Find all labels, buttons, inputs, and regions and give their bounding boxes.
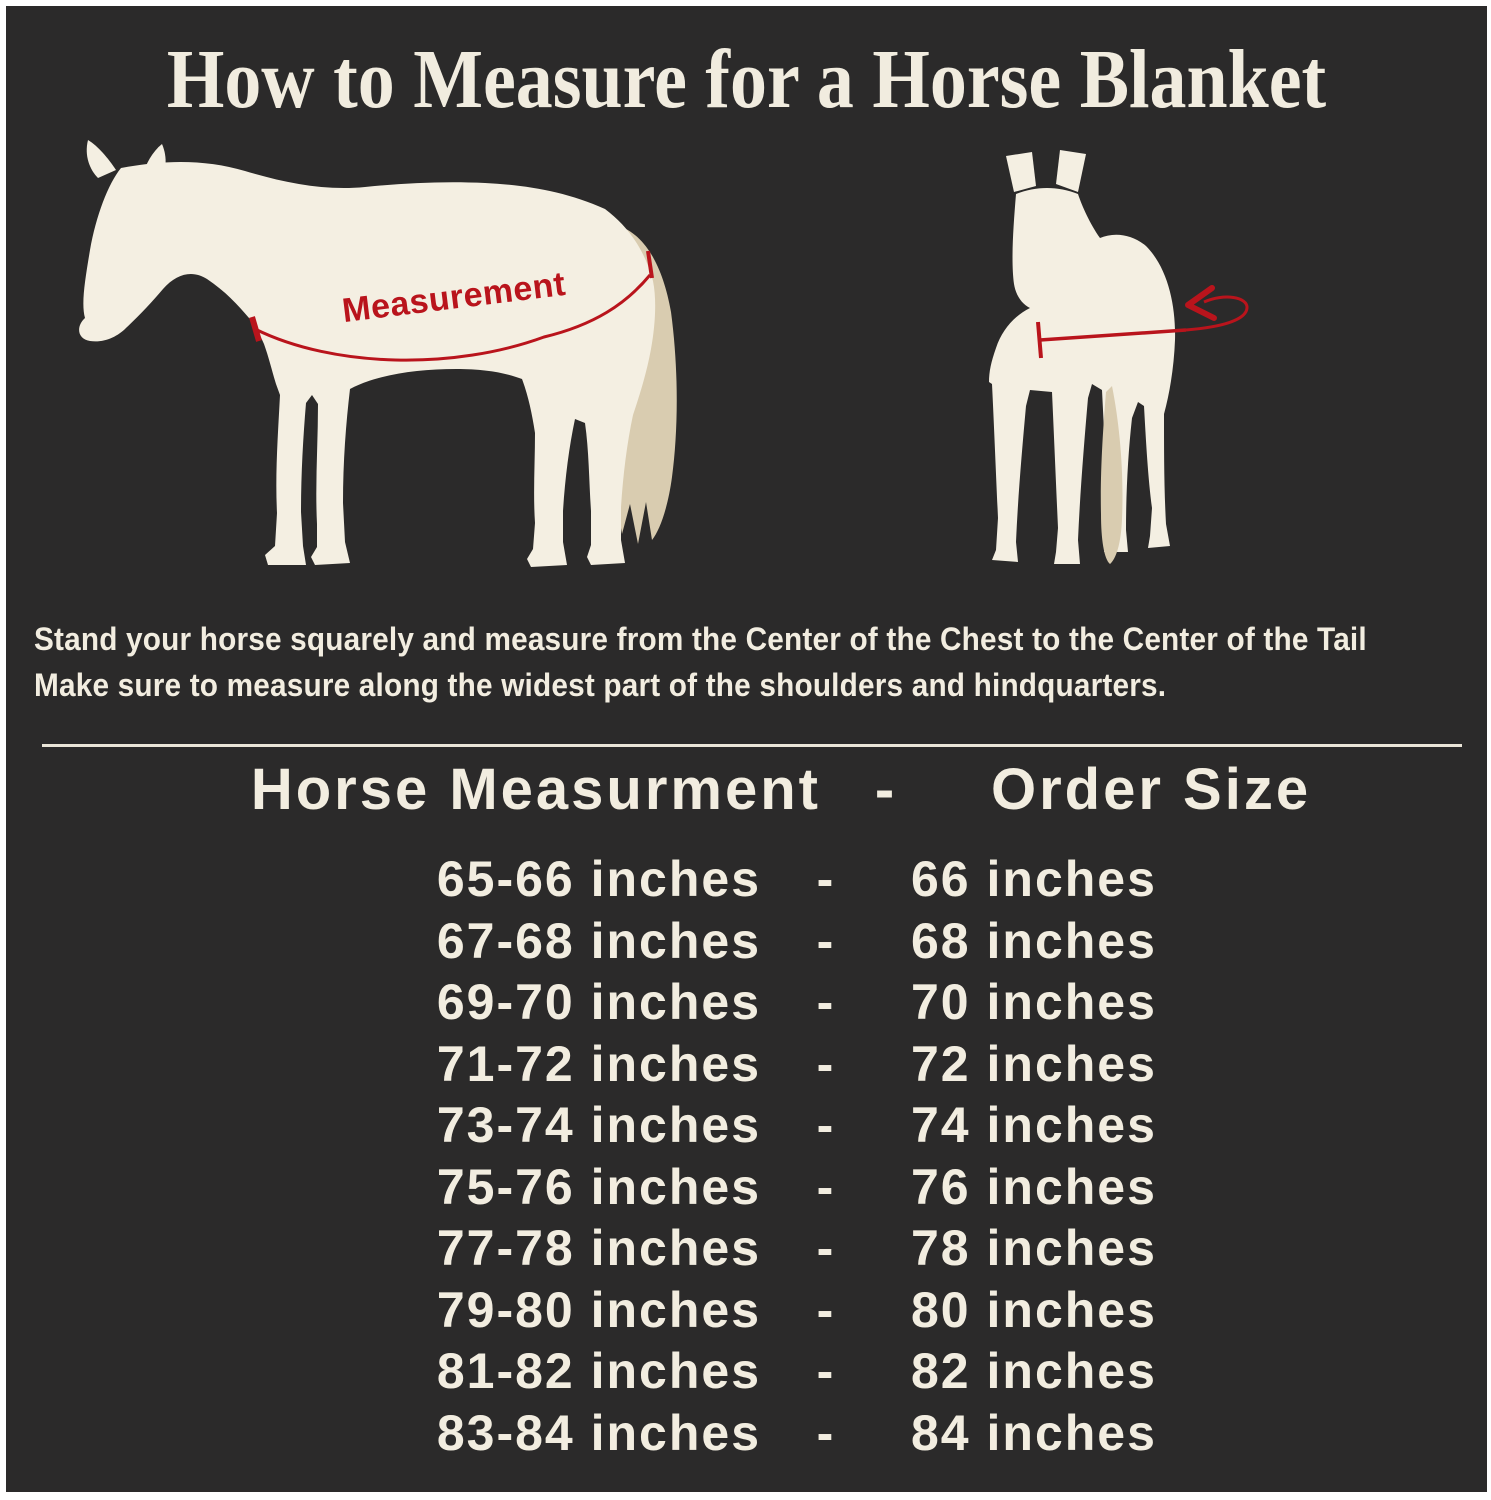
instructions-line-1: Stand your horse squarely and measure fr…	[34, 621, 1367, 657]
separator-cell: -	[816, 1404, 836, 1461]
table-row: 71-72 inches - 72 inches	[6, 1034, 1487, 1096]
measurement-tick-tail	[646, 250, 654, 279]
horse-body	[989, 188, 1176, 564]
instructions-line-2: Make sure to measure along the widest pa…	[34, 667, 1167, 703]
horse-front-silhouette	[989, 150, 1249, 564]
order-size-cell: 70 inches	[911, 974, 1157, 1030]
order-size-cell: 72 inches	[911, 1035, 1157, 1092]
separator-cell: -	[816, 1097, 836, 1153]
order-size-cell: 74 inches	[911, 1097, 1157, 1153]
measurement-cell: 83-84 inches	[436, 1404, 761, 1461]
side-horse-diagram: Measurement	[64, 132, 724, 612]
dark-panel: How to Measure for a Horse Blanket Measu…	[6, 6, 1487, 1492]
measurement-cell: 75-76 inches	[436, 1158, 761, 1215]
table-row: 77-78 inches - 78 inches	[6, 1218, 1487, 1280]
horse-body	[79, 161, 656, 568]
header-order-size: Order Size	[991, 757, 1312, 822]
table-row: 67-68 inches - 68 inches	[6, 911, 1487, 973]
horse-side-silhouette	[79, 140, 677, 568]
order-size-cell: 66 inches	[911, 851, 1157, 907]
horse-tail	[1100, 386, 1123, 564]
size-table-header: Horse Measurment - Order Size	[6, 754, 1487, 826]
order-size-cell: 80 inches	[911, 1281, 1157, 1338]
page-title: How to Measure for a Horse Blanket	[166, 33, 1327, 126]
order-size-cell: 68 inches	[911, 912, 1157, 969]
girth-loop	[1185, 295, 1249, 332]
measurement-cell: 79-80 inches	[436, 1281, 761, 1338]
table-row: 79-80 inches - 80 inches	[6, 1280, 1487, 1342]
separator-cell: -	[816, 974, 836, 1030]
girth-line	[1039, 328, 1187, 342]
instructions: Stand your horse squarely and measure fr…	[34, 616, 1484, 708]
header-horse-measurement: Horse Measurment	[250, 757, 821, 822]
measurement-tick-chest	[249, 316, 262, 342]
table-row: 83-84 inches - 84 inches	[6, 1403, 1487, 1465]
measurement-cell: 69-70 inches	[436, 974, 761, 1030]
table-row: 65-66 inches - 66 inches	[6, 849, 1487, 911]
divider-line	[42, 744, 1462, 747]
header-separator: -	[874, 757, 898, 822]
separator-cell: -	[816, 1158, 836, 1215]
measurement-cell: 67-68 inches	[436, 912, 761, 969]
measurement-cell: 81-82 inches	[436, 1343, 761, 1399]
measurement-cell: 71-72 inches	[436, 1035, 761, 1092]
measurement-cell: 65-66 inches	[436, 851, 761, 907]
separator-cell: -	[816, 1343, 836, 1399]
order-size-cell: 78 inches	[911, 1220, 1157, 1276]
order-size-cell: 82 inches	[911, 1343, 1157, 1399]
order-size-cell: 76 inches	[911, 1158, 1157, 1215]
separator-cell: -	[816, 1281, 836, 1338]
measurement-cell: 77-78 inches	[436, 1220, 761, 1276]
table-row: 69-70 inches - 70 inches	[6, 972, 1487, 1034]
size-table: 65-66 inches -66 inches 67-68 inches -68 in…	[6, 849, 1487, 1464]
separator-cell: -	[816, 912, 836, 969]
measurement-line	[254, 274, 652, 362]
measurement-arrow-icon	[1185, 285, 1217, 321]
separator-cell: -	[816, 851, 836, 907]
order-size-cell: 84 inches	[911, 1404, 1157, 1461]
table-row: 73-74 inches - 74 inches	[6, 1095, 1487, 1157]
separator-cell: -	[816, 1220, 836, 1276]
table-row: 81-82 inches - 82 inches	[6, 1341, 1487, 1403]
girth-tick	[1036, 321, 1043, 359]
measurement-cell: 73-74 inches	[436, 1097, 761, 1153]
table-row: 75-76 inches - 76 inches	[6, 1157, 1487, 1219]
front-horse-diagram	[954, 144, 1289, 614]
separator-cell: -	[816, 1035, 836, 1092]
